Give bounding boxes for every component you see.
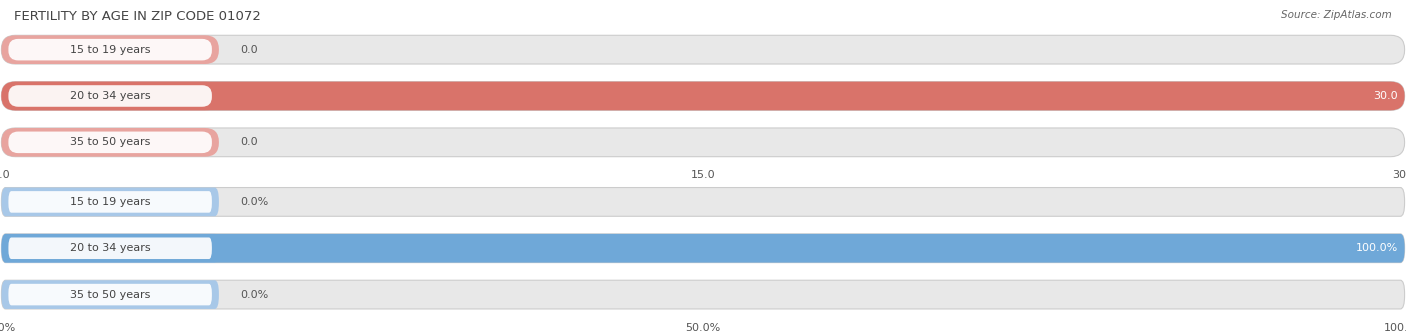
FancyBboxPatch shape	[8, 131, 212, 153]
FancyBboxPatch shape	[1, 35, 1405, 64]
FancyBboxPatch shape	[8, 85, 212, 107]
FancyBboxPatch shape	[1, 280, 219, 309]
Text: 15 to 19 years: 15 to 19 years	[70, 197, 150, 207]
FancyBboxPatch shape	[1, 188, 1405, 216]
FancyBboxPatch shape	[1, 234, 1405, 262]
Text: FERTILITY BY AGE IN ZIP CODE 01072: FERTILITY BY AGE IN ZIP CODE 01072	[14, 10, 262, 23]
FancyBboxPatch shape	[8, 237, 212, 259]
FancyBboxPatch shape	[8, 284, 212, 306]
FancyBboxPatch shape	[1, 280, 1405, 309]
FancyBboxPatch shape	[1, 188, 219, 216]
Text: 20 to 34 years: 20 to 34 years	[70, 91, 150, 101]
FancyBboxPatch shape	[1, 35, 219, 64]
FancyBboxPatch shape	[1, 82, 1405, 110]
FancyBboxPatch shape	[8, 191, 212, 213]
Text: Source: ZipAtlas.com: Source: ZipAtlas.com	[1281, 10, 1392, 20]
FancyBboxPatch shape	[1, 128, 1405, 157]
Text: 0.0%: 0.0%	[240, 290, 269, 300]
Text: 35 to 50 years: 35 to 50 years	[70, 290, 150, 300]
Text: 15 to 19 years: 15 to 19 years	[70, 45, 150, 55]
FancyBboxPatch shape	[1, 82, 219, 110]
Text: 30.0: 30.0	[1372, 91, 1398, 101]
Text: 0.0: 0.0	[240, 45, 257, 55]
FancyBboxPatch shape	[8, 39, 212, 61]
Text: 100.0%: 100.0%	[1355, 243, 1398, 253]
Text: 0.0%: 0.0%	[240, 197, 269, 207]
Text: 20 to 34 years: 20 to 34 years	[70, 243, 150, 253]
FancyBboxPatch shape	[1, 128, 219, 157]
FancyBboxPatch shape	[1, 234, 1405, 262]
Text: 0.0: 0.0	[240, 137, 257, 147]
FancyBboxPatch shape	[1, 234, 219, 262]
FancyBboxPatch shape	[1, 82, 1405, 110]
Text: 35 to 50 years: 35 to 50 years	[70, 137, 150, 147]
